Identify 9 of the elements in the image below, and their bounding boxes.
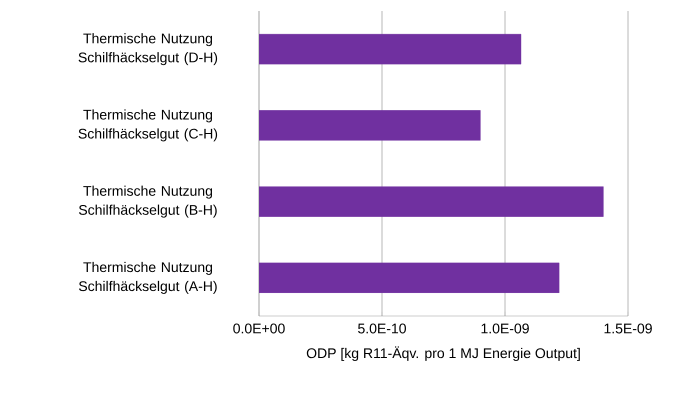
x-tick-label: 0.0E+00 bbox=[233, 324, 285, 334]
x-tick-label: 1.5E-09 bbox=[604, 324, 652, 334]
y-tick-label: Thermische Nutzung Schilfhäckselgut (A-H) bbox=[78, 262, 217, 294]
y-tick-label: Thermische Nutzung Schilfhäckselgut (D-H) bbox=[78, 33, 218, 66]
y-tick-label: Thermische Nutzung Schilfhäckselgut (B-H) bbox=[78, 186, 217, 218]
x-tick-label: 1.0E-09 bbox=[482, 324, 529, 334]
x-tick-label: 5.0E-10 bbox=[358, 324, 406, 334]
x-axis-title: ODP [kg R11-Äqv. pro 1 MJ Energie Output] bbox=[306, 346, 580, 361]
y-tick-label: Thermische Nutzung Schilfhäckselgut (C-H) bbox=[78, 109, 218, 142]
